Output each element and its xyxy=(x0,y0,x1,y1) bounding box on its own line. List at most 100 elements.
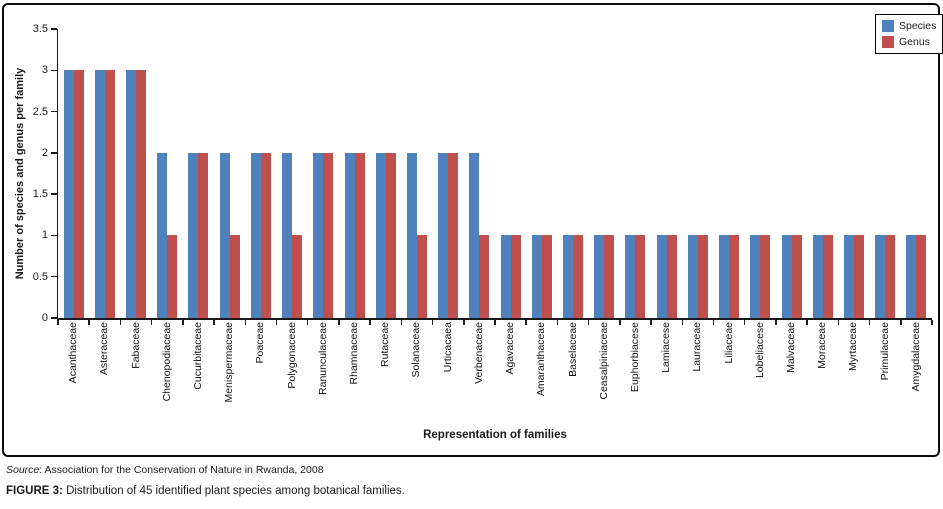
x-tick xyxy=(868,319,871,325)
x-tick xyxy=(400,319,403,325)
x-tick xyxy=(900,319,902,325)
genus-bar xyxy=(853,235,864,318)
x-tick xyxy=(88,319,90,325)
genus-bar xyxy=(323,152,334,318)
genus-bar xyxy=(136,70,147,318)
x-tick xyxy=(650,319,652,325)
x-tick xyxy=(931,319,933,325)
species-bar xyxy=(188,152,199,318)
x-tick xyxy=(712,319,715,325)
caption-text: Distribution of 45 identified plant spec… xyxy=(62,485,405,497)
x-tick xyxy=(525,319,527,325)
category-label: Lauraceae xyxy=(691,322,704,372)
species-bar xyxy=(719,235,730,318)
species-bar xyxy=(906,235,917,318)
source-note: Source: Association for the Conservation… xyxy=(6,464,324,476)
x-tick xyxy=(244,319,247,325)
y-tick xyxy=(51,110,57,113)
y-tick-label: 1.5 xyxy=(32,188,48,201)
x-tick xyxy=(119,319,122,325)
genus-bar xyxy=(885,235,896,318)
category-label: Menispermaceae xyxy=(223,322,236,403)
x-tick xyxy=(150,319,153,325)
category-label: Rutaceae xyxy=(379,322,392,367)
category-label: Liliaceae xyxy=(722,322,735,364)
y-tick-label: 1 xyxy=(41,229,48,242)
species-bar xyxy=(812,235,823,318)
caption-label: FIGURE 3: xyxy=(6,485,63,497)
genus-bar xyxy=(448,152,459,318)
genus-bar xyxy=(916,235,927,318)
x-tick xyxy=(806,319,808,325)
x-tick xyxy=(837,319,840,325)
y-tick-label: 0.5 xyxy=(32,270,48,283)
genus-bar xyxy=(729,235,740,318)
genus-bar xyxy=(697,235,708,318)
category-label: Lobeliacese xyxy=(753,322,766,379)
species-bar xyxy=(781,235,792,318)
species-bar xyxy=(219,152,230,318)
category-label: Poaceae xyxy=(254,322,267,364)
category-label: Fabaceae xyxy=(129,322,142,369)
source-label: Source xyxy=(6,464,40,476)
y-tick xyxy=(51,193,57,195)
species-bar xyxy=(63,70,74,318)
legend-item-genus: Genus xyxy=(882,36,936,48)
species-swatch-icon xyxy=(882,20,894,32)
category-label: Amaranthaceae xyxy=(535,322,548,397)
x-tick xyxy=(57,319,59,325)
category-label: Acanthaceae xyxy=(67,322,80,384)
x-tick xyxy=(182,319,184,325)
species-bar xyxy=(687,235,698,318)
y-tick xyxy=(51,69,57,72)
species-bar xyxy=(282,152,293,318)
category-label: Ranunculaceae xyxy=(316,322,329,395)
genus-bar xyxy=(385,152,396,318)
genus-bar xyxy=(791,235,802,318)
category-label: Asteraceae xyxy=(98,322,111,376)
legend: Species Genus xyxy=(875,14,943,54)
x-tick xyxy=(494,319,496,325)
legend-label-genus: Genus xyxy=(899,36,930,48)
genus-bar xyxy=(198,152,209,318)
y-tick-label: 3.5 xyxy=(32,23,48,35)
species-bar xyxy=(563,235,574,318)
genus-bar xyxy=(635,235,646,318)
x-tick xyxy=(681,319,684,325)
category-label: Ceasalpiniaceae xyxy=(597,322,610,400)
species-bar xyxy=(94,70,105,318)
x-tick xyxy=(587,319,590,325)
category-label: Verbenaceae xyxy=(472,322,485,384)
category-label: Myrtaceae xyxy=(847,322,860,372)
category-label: Chenopodiaceae xyxy=(160,322,173,402)
species-bar xyxy=(375,152,386,318)
genus-bar xyxy=(229,235,240,318)
species-bar xyxy=(843,235,854,318)
category-label: Rhamnaceae xyxy=(348,322,361,385)
species-bar xyxy=(531,235,542,318)
category-label: Cucurbitaceae xyxy=(191,322,204,390)
y-tick xyxy=(51,275,57,278)
species-bar xyxy=(157,152,168,318)
genus-bar xyxy=(510,235,521,318)
x-axis-line xyxy=(56,318,932,320)
x-tick xyxy=(463,319,465,325)
source-text: : Association for the Conservation of Na… xyxy=(39,464,324,476)
category-label: Baselaceae xyxy=(566,322,579,377)
x-tick xyxy=(275,319,278,325)
y-tick xyxy=(51,152,57,154)
species-bar xyxy=(469,152,480,318)
genus-bar xyxy=(104,70,115,318)
y-tick xyxy=(51,317,57,319)
x-tick xyxy=(619,319,621,325)
species-bar xyxy=(875,235,886,318)
category-label: Primulaceae xyxy=(878,322,891,381)
y-tick-label: 3 xyxy=(41,64,48,77)
genus-bar xyxy=(167,235,178,318)
x-tick xyxy=(775,319,777,325)
x-tick xyxy=(213,319,215,325)
category-label: Solanaceae xyxy=(410,322,423,378)
species-bar xyxy=(750,235,761,318)
genus-bar xyxy=(541,235,552,318)
